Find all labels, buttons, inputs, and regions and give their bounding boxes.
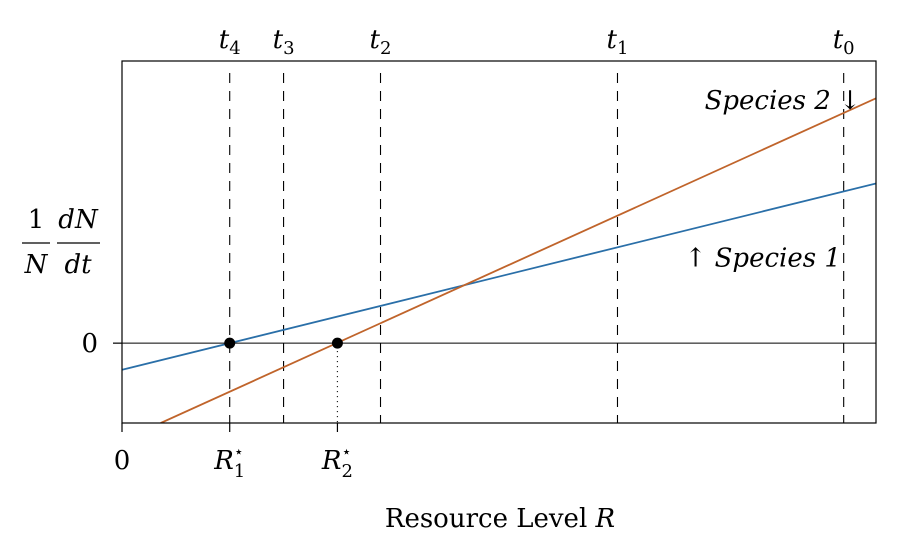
plot-frame [121, 60, 877, 424]
time-marker-lines [229, 73, 845, 423]
time-marker-label-t2: t2 [370, 25, 392, 59]
time-marker-subscript: 2 [380, 38, 391, 59]
time-marker-subscript: 0 [843, 38, 854, 59]
ylabel-den-right: dt [64, 250, 92, 280]
series-label-text: Species 1 [715, 243, 841, 273]
y-axis-label: 1 N dN dt [22, 205, 100, 280]
x-tick-symbol: R [321, 446, 342, 476]
y-tick-label: 0 [81, 329, 98, 359]
series-labels: ↑ Species 1 Species 2 ↓ [685, 86, 861, 274]
arrow-up-icon: ↑ [685, 243, 715, 273]
arrow-down-icon: ↓ [831, 86, 861, 116]
x-axis-label: Resource Level R [385, 504, 615, 534]
time-marker-symbol: t [607, 25, 618, 55]
time-marker-symbol: t [833, 25, 844, 55]
equilibrium-points [224, 337, 343, 349]
x-tick-label: R⋆ 2 [321, 442, 353, 482]
time-marker-label-t1: t1 [607, 25, 629, 59]
series-label-species-1: ↑ Species 1 [685, 243, 841, 273]
x-tick-subscript: 1 [234, 461, 245, 482]
time-marker-label-t3: t3 [273, 25, 295, 59]
equilibrium-point-1 [224, 337, 236, 349]
x-tick-subscript: 2 [341, 461, 352, 482]
axis-ticks: 0 R⋆ 1 R⋆ 20 [81, 329, 352, 482]
time-marker-label-t0: t0 [833, 25, 855, 59]
time-marker-labels: t4 t3 t2 t1 t0 [219, 25, 855, 59]
time-marker-subscript: 1 [617, 38, 628, 59]
time-marker-label-t4: t4 [219, 25, 241, 59]
ylabel-num-right: dN [58, 205, 99, 235]
ylabel-num-left: 1 [28, 205, 45, 235]
series-label-text: Species 2 [705, 86, 831, 116]
series-line-species-1 [122, 182, 876, 371]
time-marker-symbol: t [219, 25, 230, 55]
xlabel-text: Resource Level [385, 504, 587, 534]
equilibrium-point-2 [331, 337, 343, 349]
x-tick-symbol: R [213, 446, 234, 476]
x-tick-label: 0 [114, 446, 131, 476]
x-tick-superscript: ⋆ [341, 442, 351, 461]
series-line-species-2 [160, 97, 876, 423]
series-lines [122, 97, 876, 423]
time-marker-subscript: 4 [229, 38, 240, 59]
time-marker-symbol: t [273, 25, 284, 55]
series-label-species-2: Species 2 ↓ [705, 86, 861, 116]
x-tick-label: R⋆ 1 [213, 442, 245, 482]
xlabel-symbol: R [595, 504, 616, 534]
time-marker-symbol: t [370, 25, 381, 55]
x-tick-superscript: ⋆ [234, 442, 244, 461]
ylabel-den-left: N [24, 250, 49, 280]
time-marker-subscript: 3 [283, 38, 294, 59]
